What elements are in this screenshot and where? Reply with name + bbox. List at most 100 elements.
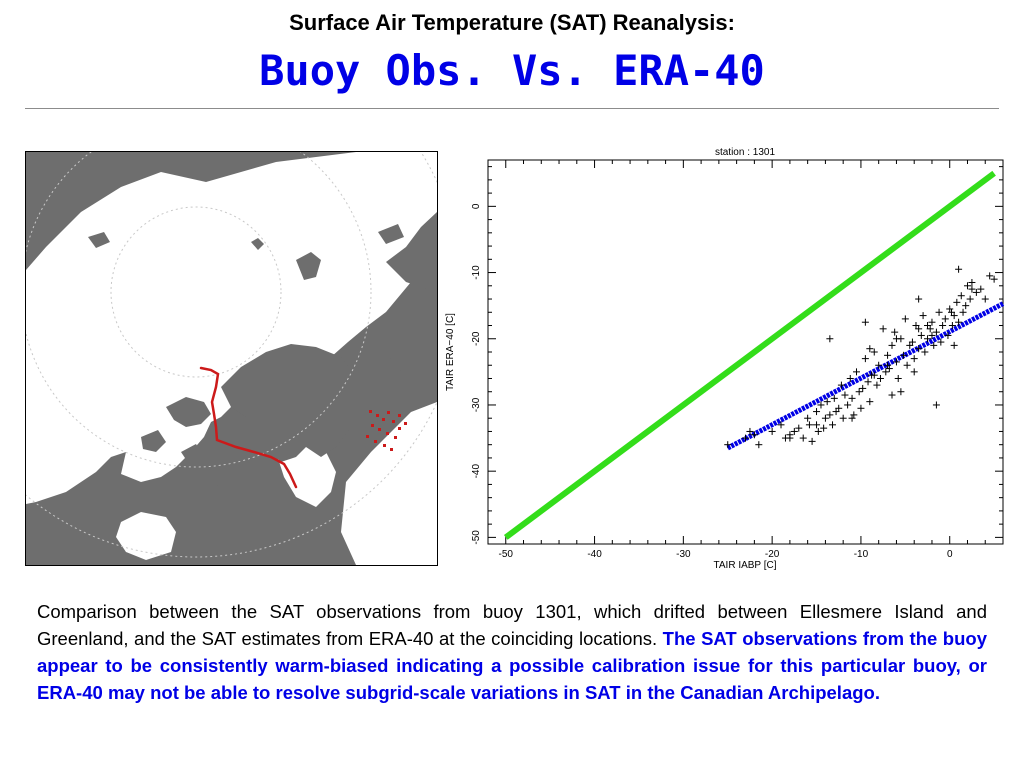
data-point	[841, 391, 849, 399]
data-point	[813, 408, 821, 416]
small-island	[378, 224, 404, 244]
era40-grid-points	[366, 410, 407, 451]
data-point	[768, 427, 776, 435]
data-point	[875, 361, 883, 369]
data-point	[959, 308, 967, 316]
data-point	[897, 388, 905, 396]
data-point	[915, 325, 923, 333]
chart-title: station : 1301	[715, 147, 775, 158]
data-point	[921, 348, 929, 356]
archipelago-channels	[121, 410, 211, 482]
archipelago-island	[141, 430, 166, 452]
data-point	[839, 414, 847, 422]
data-point	[917, 331, 925, 339]
data-point	[955, 318, 963, 326]
data-point	[790, 427, 798, 435]
data-point	[910, 368, 918, 376]
y-axis-ticks: 0 -10 -20 -30 -40 -50	[471, 166, 1003, 545]
data-point	[826, 335, 834, 343]
data-point	[820, 424, 828, 432]
data-point	[861, 318, 869, 326]
data-point	[799, 434, 807, 442]
y-tick-label: -20	[471, 331, 482, 346]
data-point	[859, 384, 867, 392]
baffin-island	[231, 482, 276, 522]
data-point	[805, 421, 813, 429]
x-axis-ticks: -50 -40 -30 -20 -10 0	[487, 160, 1004, 560]
data-point	[968, 278, 976, 286]
data-point	[932, 401, 940, 409]
slide-title: Surface Air Temperature (SAT) Reanalysis…	[289, 10, 735, 35]
data-point	[953, 298, 961, 306]
y-tick-label: -50	[471, 530, 482, 545]
data-point	[884, 351, 892, 359]
data-point	[981, 295, 989, 303]
data-point	[814, 427, 822, 435]
data-point	[955, 265, 963, 273]
data-point	[986, 272, 994, 280]
data-point	[915, 295, 923, 303]
scatter-chart-svg: station : 1301 TAIR IABP [C] TAIR ERA−40…	[445, 147, 1005, 571]
small-island	[88, 232, 110, 248]
data-point	[894, 374, 902, 382]
data-point	[968, 285, 976, 293]
y-axis-label: TAIR ERA−40 [C]	[445, 313, 456, 391]
y-tick-label: 0	[471, 203, 482, 209]
y-tick-label: -10	[471, 265, 482, 280]
data-point	[928, 318, 936, 326]
archipelago-island	[181, 444, 204, 467]
data-point	[937, 338, 945, 346]
data-point	[950, 341, 958, 349]
latitude-circle-80n	[110, 206, 282, 378]
data-point	[892, 358, 900, 366]
slide-subtitle: Buoy Obs. Vs. ERA-40	[259, 46, 765, 95]
data-point	[903, 361, 911, 369]
data-point	[966, 295, 974, 303]
arctic-map	[25, 151, 438, 566]
data-point	[864, 378, 872, 386]
caption-emphasis: The SAT observations from the buoy appea…	[37, 628, 987, 703]
latitude-circle-60n	[26, 152, 437, 558]
data-point	[866, 345, 874, 353]
data-point	[724, 441, 732, 449]
x-tick-label: -50	[499, 549, 514, 560]
greenland	[221, 344, 361, 462]
y-tick-label: -40	[471, 464, 482, 479]
caption: Comparison between the SAT observations …	[37, 598, 987, 706]
data-point	[821, 414, 829, 422]
data-point	[846, 374, 854, 382]
data-point	[932, 328, 940, 336]
data-point	[908, 338, 916, 346]
data-point	[848, 394, 856, 402]
archipelago-island	[206, 462, 234, 487]
data-point	[823, 398, 831, 406]
x-tick-label: -30	[676, 549, 691, 560]
data-point	[861, 355, 869, 363]
data-point	[808, 437, 816, 445]
data-point	[915, 345, 923, 353]
x-tick-label: 0	[947, 549, 953, 560]
latitude-circle-70n	[26, 152, 372, 468]
ellesmere-island	[166, 397, 211, 427]
data-point	[977, 285, 985, 293]
data-point	[870, 371, 878, 379]
siberia	[386, 212, 437, 292]
data-point	[873, 381, 881, 389]
data-point	[939, 322, 947, 330]
one-to-one-line	[503, 170, 996, 540]
x-tick-label: -20	[765, 549, 780, 560]
data-point	[919, 312, 927, 320]
data-point	[826, 411, 834, 419]
data-point	[804, 414, 812, 422]
caption-text: Comparison between the SAT observations …	[37, 601, 987, 649]
data-point	[892, 335, 900, 343]
data-point	[795, 424, 803, 432]
novaya-zemlya	[296, 252, 321, 280]
data-point	[946, 305, 954, 313]
norwegian-sea	[341, 402, 437, 565]
data-point	[885, 365, 893, 373]
data-point	[857, 404, 865, 412]
x-tick-label: -10	[854, 549, 869, 560]
data-point	[742, 434, 749, 442]
data-point	[830, 394, 838, 402]
